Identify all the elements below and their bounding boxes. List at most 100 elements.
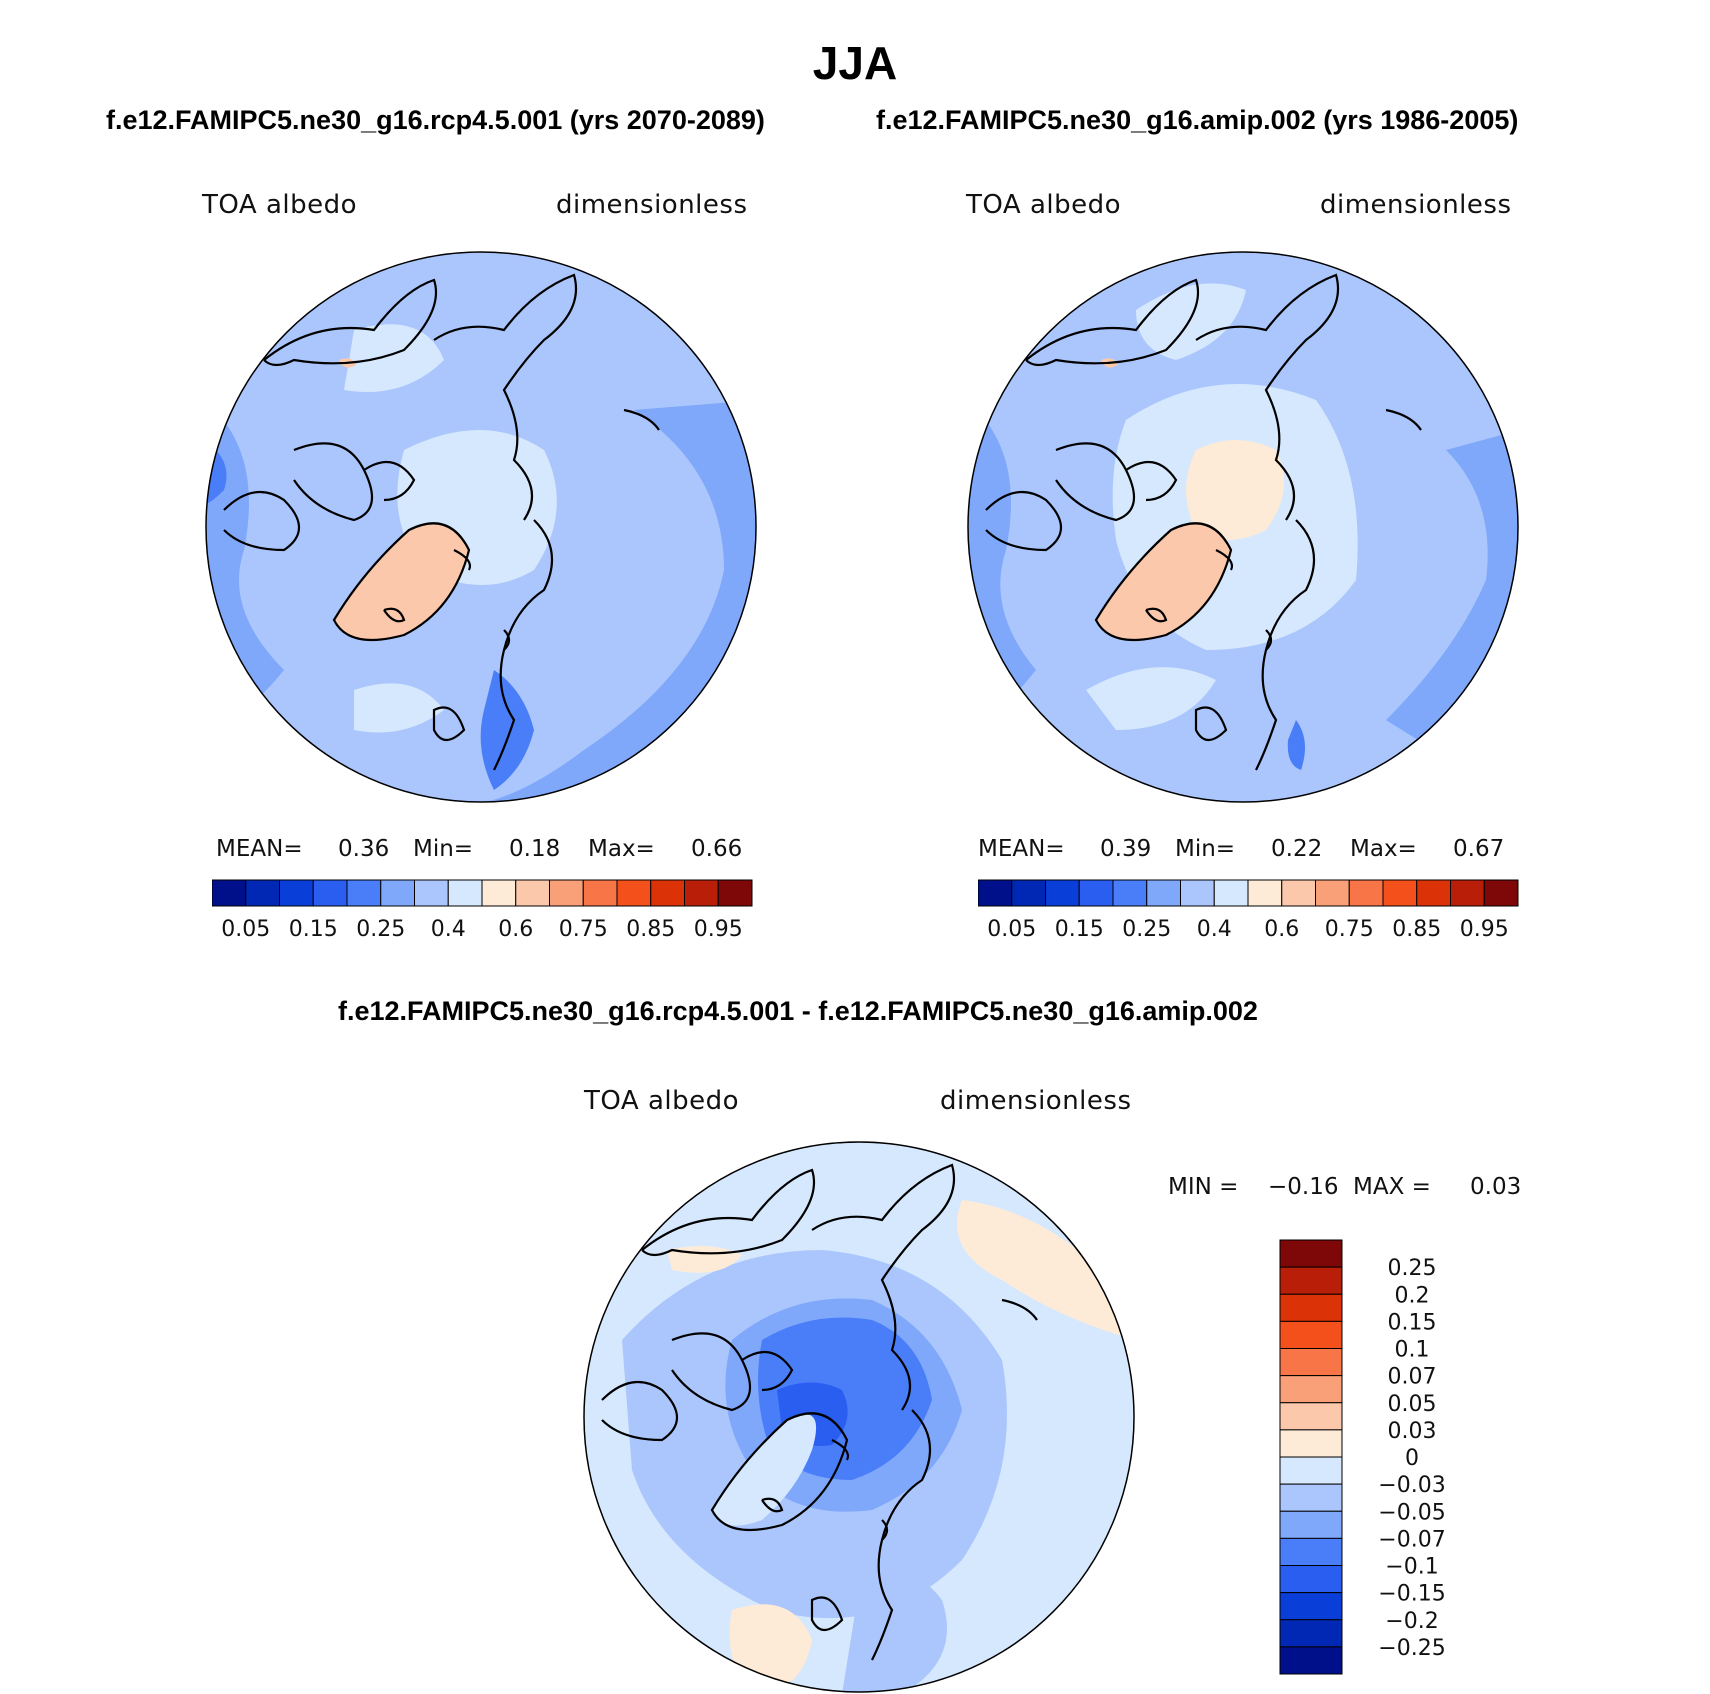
colorbar-tick-label: 0.85 xyxy=(1392,917,1441,942)
colorbar-swatch xyxy=(346,879,382,907)
colorbar-swatch xyxy=(380,879,415,907)
map-field-mid-south xyxy=(842,1568,947,1692)
colorbar-swatch xyxy=(1279,1348,1343,1377)
colorbar-swatch xyxy=(1112,879,1148,907)
colorbar-swatch xyxy=(1279,1429,1343,1458)
colorbar-swatch xyxy=(1180,879,1215,907)
colorbar-swatch xyxy=(650,879,685,907)
colorbar-swatch xyxy=(717,879,753,907)
colorbar-tick-label: −0.07 xyxy=(1378,1527,1445,1552)
colorbar-tick-label: 0.4 xyxy=(1197,917,1232,942)
max-label: Max= xyxy=(588,836,655,862)
colorbar-swatch xyxy=(1315,879,1350,907)
colorbar-swatch xyxy=(1416,879,1451,907)
colorbar-swatch xyxy=(1011,879,1046,907)
min-label: MIN = xyxy=(1168,1174,1239,1200)
difference-title: f.e12.FAMIPC5.ne30_g16.rcp4.5.001 - f.e1… xyxy=(338,996,1258,1026)
colorbar-swatch xyxy=(515,879,550,907)
mean-value: 0.39 xyxy=(1100,836,1152,862)
min-value: 0.22 xyxy=(1271,836,1323,862)
colorbar-swatch xyxy=(414,879,449,907)
colorbar-swatch xyxy=(1279,1646,1343,1675)
difference-colorbar: 0.250.20.150.10.070.050.030−0.03−0.05−0.… xyxy=(1279,1239,1446,1675)
colorbar-swatch xyxy=(549,879,584,907)
map-field-light-north xyxy=(344,324,444,392)
colorbar-tick-label: 0.25 xyxy=(1122,917,1171,942)
coastlines xyxy=(601,1163,1038,1661)
colorbar-swatch xyxy=(1279,1565,1343,1594)
top-left-variable: TOA albedo xyxy=(202,190,358,220)
colorbar-tick-label: 0.15 xyxy=(289,917,338,942)
map-field-deep-scandinavia xyxy=(480,670,534,790)
colorbar-swatch xyxy=(212,879,247,907)
map-field-deep-scandinavia xyxy=(1287,720,1305,770)
coastlines xyxy=(223,273,660,771)
colorbar-swatch xyxy=(1213,879,1249,907)
colorbar-swatch xyxy=(1348,879,1384,907)
colorbar-swatch xyxy=(1279,1402,1343,1431)
mean-label: MEAN= xyxy=(978,836,1065,862)
colorbar-tick-label: 0.75 xyxy=(559,917,608,942)
colorbar-swatch xyxy=(1279,1320,1343,1349)
colorbar-tick-label: 0.15 xyxy=(1055,917,1104,942)
page-title: JJA xyxy=(812,37,898,89)
map-field-warm-ne xyxy=(957,1200,1134,1340)
max-label: MAX = xyxy=(1353,1174,1431,1200)
top-right-case-title: f.e12.FAMIPC5.ne30_g16.amip.002 (yrs 198… xyxy=(876,105,1519,135)
map-field-dark-east xyxy=(454,400,756,802)
colorbar-swatch xyxy=(1279,1510,1343,1539)
colorbar-tick-label: 0 xyxy=(1405,1446,1419,1471)
colorbar-swatch xyxy=(1279,1239,1343,1268)
colorbar-swatch xyxy=(279,879,314,907)
colorbar-swatch xyxy=(1146,879,1181,907)
colorbar-swatch xyxy=(1279,1266,1343,1295)
top-left-units: dimensionless xyxy=(556,190,748,220)
colorbar-swatch xyxy=(1450,879,1485,907)
top-right-units: dimensionless xyxy=(1320,190,1512,220)
map-border xyxy=(205,251,757,803)
difference-variable: TOA albedo xyxy=(584,1086,740,1116)
colorbar-tick-label: 0.95 xyxy=(694,917,743,942)
max-value: 0.66 xyxy=(691,836,743,862)
max-value: 0.67 xyxy=(1453,836,1505,862)
map-field-light-south xyxy=(354,683,444,733)
colorbar-tick-label: −0.03 xyxy=(1378,1473,1445,1498)
colorbar-tick-label: 0.6 xyxy=(1264,917,1299,942)
colorbar-tick-label: 0.1 xyxy=(1395,1338,1430,1363)
colorbar-tick-label: 0.07 xyxy=(1388,1365,1437,1390)
colorbar-tick-label: −0.1 xyxy=(1385,1555,1438,1580)
coastlines xyxy=(985,273,1422,771)
top-left-colorbar: 0.05 0.15 0.25 0.4 0.6 0.75 0.85 0.95 xyxy=(212,879,753,942)
top-right-colorbar: 0.05 0.15 0.25 0.4 0.6 0.75 0.85 0.95 xyxy=(978,879,1519,942)
colorbar-tick-label: −0.25 xyxy=(1378,1636,1445,1661)
map-field-warm-light-pole xyxy=(1186,440,1284,540)
colorbar-swatch xyxy=(1045,879,1080,907)
colorbar-tick-label: 0.85 xyxy=(626,917,675,942)
colorbar-swatch xyxy=(481,879,517,907)
colorbar-swatch xyxy=(1382,879,1418,907)
max-value: 0.03 xyxy=(1470,1174,1522,1200)
colorbar-tick-label: 0.95 xyxy=(1460,917,1509,942)
mean-label: MEAN= xyxy=(216,836,303,862)
map-field-warm-greenland xyxy=(334,523,469,640)
colorbar-tick-label: 0.75 xyxy=(1325,917,1374,942)
min-label: Min= xyxy=(413,836,474,862)
colorbar-swatch xyxy=(1281,879,1316,907)
top-right-variable: TOA albedo xyxy=(966,190,1122,220)
colorbar-tick-label: −0.2 xyxy=(1385,1609,1438,1634)
colorbar-tick-label: 0.05 xyxy=(987,917,1036,942)
colorbar-swatch xyxy=(1247,879,1283,907)
colorbar-swatch xyxy=(1078,879,1114,907)
colorbar-swatch xyxy=(1483,879,1519,907)
colorbar-swatch xyxy=(1279,1293,1343,1322)
colorbar-swatch xyxy=(978,879,1013,907)
colorbar-tick-label: 0.25 xyxy=(356,917,405,942)
colorbar-tick-label: 0.15 xyxy=(1388,1310,1437,1335)
top-right-polar-map xyxy=(967,251,1519,803)
max-label: Max= xyxy=(1350,836,1417,862)
colorbar-swatch xyxy=(447,879,483,907)
colorbar-swatch xyxy=(1279,1483,1343,1512)
min-label: Min= xyxy=(1175,836,1236,862)
colorbar-tick-label: 0.05 xyxy=(221,917,270,942)
mean-value: 0.36 xyxy=(338,836,390,862)
